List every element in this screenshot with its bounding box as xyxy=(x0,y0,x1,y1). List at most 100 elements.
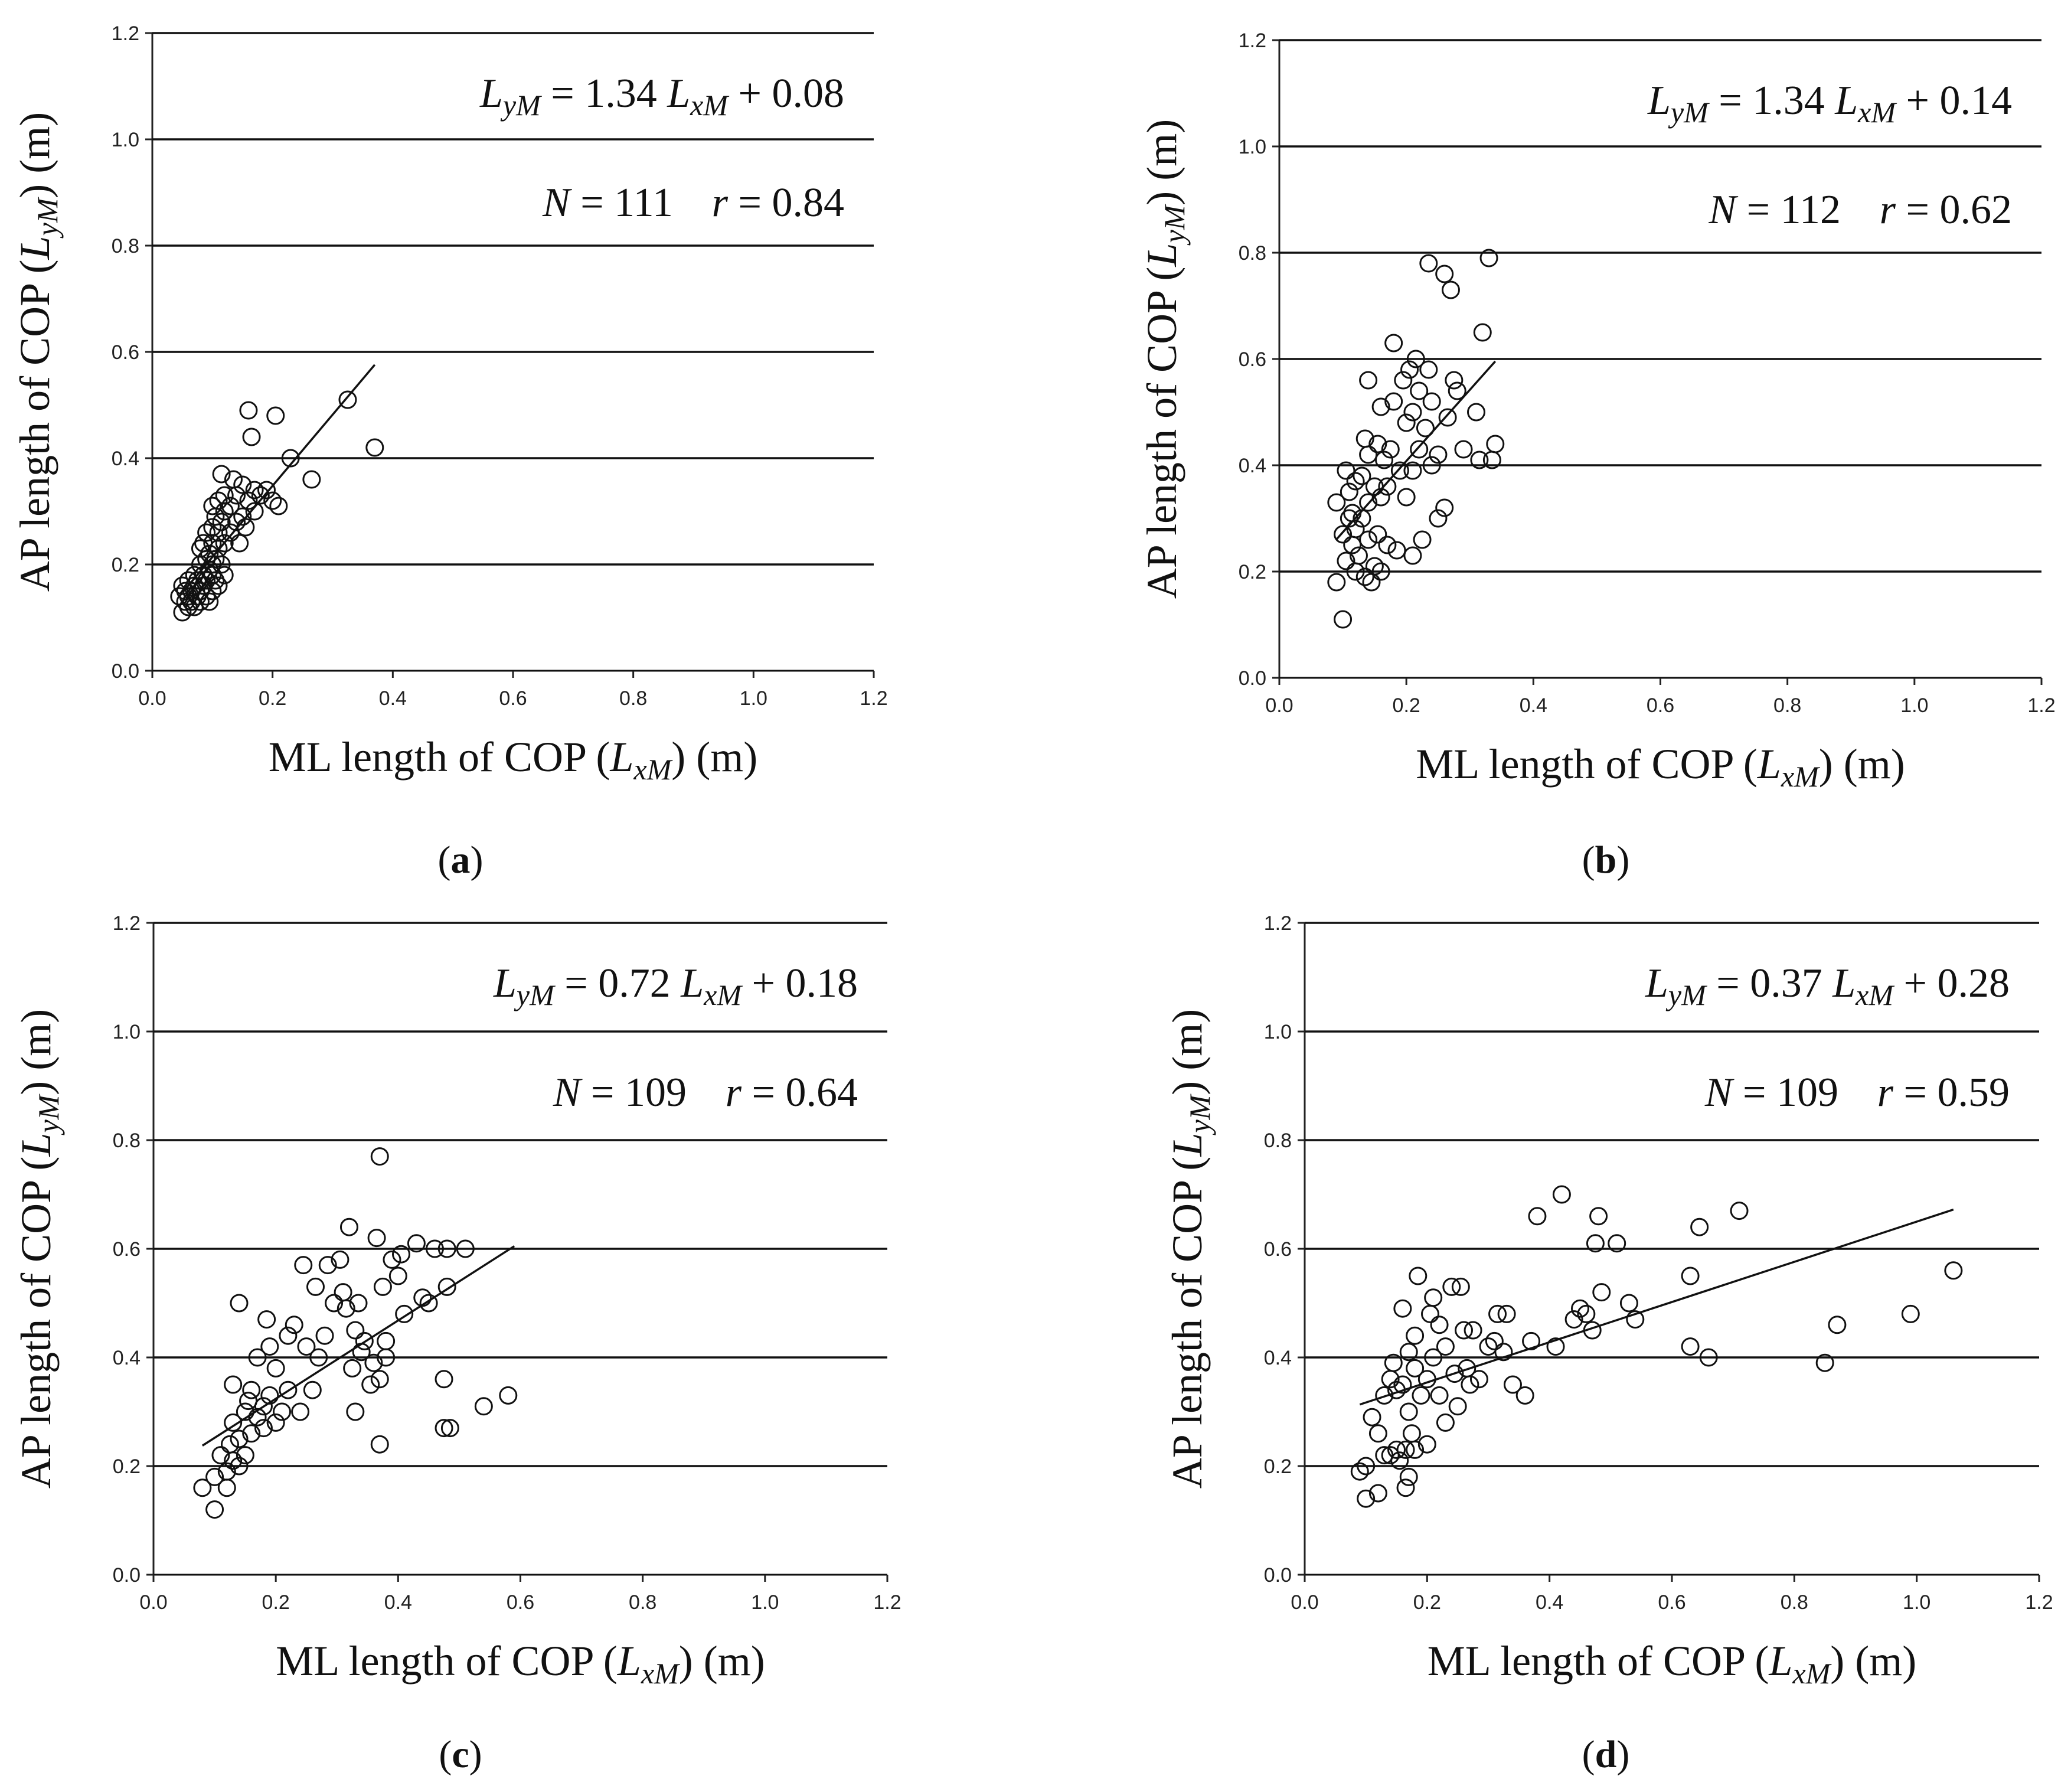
data-point xyxy=(1393,1375,1412,1394)
data-point xyxy=(1381,440,1400,459)
data-point xyxy=(1390,461,1409,480)
data-point xyxy=(215,534,234,553)
x-tick-label: 1.2 xyxy=(873,1591,901,1614)
y-tick-label: 0.4 xyxy=(112,448,139,470)
data-point xyxy=(1400,360,1419,379)
data-point xyxy=(254,1419,273,1438)
chart-panel-d: 0.0 0.2 0.4 0.6 0.8 1.0 1.2 0.0 0.2 0.4 0.6 0.8 1.0 1… xyxy=(1164,912,2053,1776)
data-point xyxy=(1359,371,1378,390)
data-point xyxy=(230,1294,249,1313)
data-point xyxy=(205,1467,224,1486)
data-point xyxy=(1387,1380,1406,1399)
y-tick-label: 0.4 xyxy=(1264,1347,1292,1369)
data-point xyxy=(1409,1267,1428,1285)
data-point xyxy=(215,486,234,505)
data-point xyxy=(1455,1321,1474,1340)
data-point xyxy=(437,1277,456,1296)
data-point xyxy=(413,1288,432,1307)
data-point xyxy=(1368,525,1387,544)
data-point xyxy=(1359,445,1378,464)
data-point xyxy=(474,1397,493,1416)
data-point xyxy=(1681,1337,1700,1356)
data-point xyxy=(1690,1217,1709,1236)
data-point xyxy=(1368,1484,1387,1503)
data-point xyxy=(1365,557,1384,576)
data-point xyxy=(1410,440,1429,459)
data-point xyxy=(1416,419,1435,438)
panel-caption: (b) xyxy=(1582,838,1630,882)
data-point xyxy=(1390,1451,1409,1470)
data-point xyxy=(1394,371,1413,390)
data-point xyxy=(224,1413,243,1432)
data-point xyxy=(1384,392,1403,411)
regression-equation: LyM = 0.37 LxM + 0.28 xyxy=(1645,961,2010,1011)
x-tick-label: 0.0 xyxy=(1291,1591,1318,1614)
data-point xyxy=(1365,477,1384,496)
data-point xyxy=(361,1375,380,1394)
chart-panel-a: 0.0 0.2 0.4 0.6 0.8 1.0 1.2 0.0 0.2 0.4 0.6 0.8 1.0 1… xyxy=(11,22,888,882)
data-point xyxy=(456,1239,475,1258)
data-point xyxy=(1901,1304,1920,1323)
y-tick-label: 1.2 xyxy=(1239,30,1266,52)
y-tick-label: 0.2 xyxy=(1239,561,1266,583)
data-point xyxy=(254,1397,273,1416)
data-point xyxy=(1343,504,1362,523)
chart-panel-c: 0.0 0.2 0.4 0.6 0.8 1.0 1.2 0.0 0.2 0.4 0.6 0.8 1.0 1… xyxy=(12,912,901,1776)
y-tick-label: 0.6 xyxy=(112,341,139,364)
data-point xyxy=(1442,1277,1461,1296)
data-point xyxy=(1815,1353,1834,1372)
x-tick-label: 1.2 xyxy=(860,687,887,710)
data-point xyxy=(1564,1310,1583,1329)
y-tick-label: 1.2 xyxy=(1264,912,1292,935)
data-point xyxy=(437,1239,456,1258)
data-point xyxy=(236,1402,254,1421)
sample-size-label: N = 111 xyxy=(542,180,673,226)
data-point xyxy=(339,1217,358,1236)
data-point xyxy=(1368,1424,1387,1443)
data-point xyxy=(373,1277,392,1296)
data-point xyxy=(303,1380,322,1399)
x-tick-label: 0.2 xyxy=(259,687,286,710)
data-point xyxy=(245,481,264,500)
data-point xyxy=(221,497,240,515)
data-point xyxy=(279,1326,298,1345)
x-tick-label: 0.6 xyxy=(499,687,527,710)
data-point xyxy=(245,502,264,521)
data-point xyxy=(291,1402,310,1421)
data-point xyxy=(1435,265,1454,283)
data-point xyxy=(1419,254,1438,273)
data-point xyxy=(1448,381,1466,400)
data-point xyxy=(239,401,258,420)
data-point xyxy=(419,1294,438,1313)
data-point xyxy=(499,1386,518,1405)
data-point xyxy=(217,1478,236,1497)
data-point xyxy=(1461,1375,1479,1394)
data-point xyxy=(1422,392,1441,411)
data-point xyxy=(197,571,216,590)
data-point xyxy=(1375,451,1394,469)
data-point xyxy=(1406,350,1425,368)
data-point xyxy=(1359,493,1378,512)
data-point xyxy=(365,438,384,457)
x-tick-label: 0.2 xyxy=(1413,1591,1441,1614)
data-point xyxy=(1552,1185,1571,1204)
data-point xyxy=(1464,1321,1482,1340)
data-point xyxy=(392,1245,411,1264)
data-point xyxy=(302,470,321,489)
x-tick-label: 0.2 xyxy=(262,1591,290,1614)
data-point xyxy=(1944,1261,1963,1280)
data-point xyxy=(230,534,249,553)
data-point xyxy=(1334,610,1353,629)
data-point xyxy=(1378,477,1397,496)
x-tick-label: 1.0 xyxy=(1900,694,1928,717)
data-point xyxy=(266,406,285,425)
data-point xyxy=(1469,1370,1488,1389)
data-point xyxy=(1546,1337,1565,1356)
data-point xyxy=(266,1359,285,1378)
data-point xyxy=(1421,1304,1440,1323)
data-point xyxy=(1359,530,1378,549)
data-point xyxy=(395,1304,414,1323)
data-point xyxy=(220,1435,239,1454)
data-point xyxy=(1387,541,1406,560)
data-point xyxy=(325,1294,344,1313)
